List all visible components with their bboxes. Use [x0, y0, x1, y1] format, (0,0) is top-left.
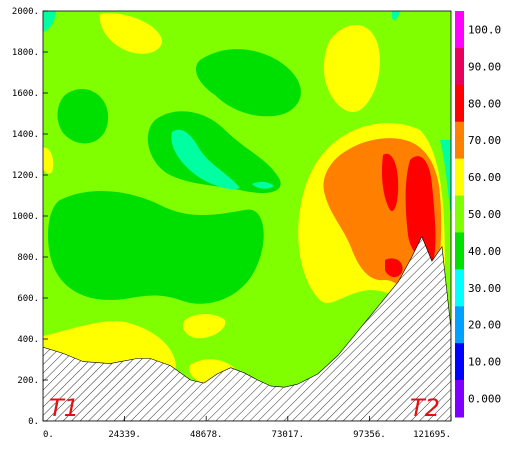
band-30-40-d [392, 11, 400, 20]
band-right-edge [426, 60, 451, 190]
colorbar-swatch [455, 84, 464, 123]
y-tick-label: 0. [28, 417, 39, 427]
band-60-70-e [183, 314, 226, 339]
terrain-hatch [43, 235, 451, 421]
colorbar-label: 80.00 [468, 97, 501, 110]
colorbar-label: 0.000 [468, 393, 501, 406]
band-40-50-a [57, 89, 109, 144]
x-tick-label: 97356. [353, 430, 386, 440]
band-40-50-b [48, 190, 264, 304]
band-40-50-d [195, 49, 301, 117]
colorbar-swatch [455, 269, 464, 307]
x-axis: 0. 24339. 48678. 73017. 97356. 121695. [42, 416, 452, 440]
colorbar-label: 10.00 [468, 356, 501, 369]
y-tick-label: 1200. [12, 171, 39, 181]
colorbar-label: 60.00 [468, 171, 501, 184]
x-tick-label: 73017. [272, 430, 305, 440]
band-right-edge-cyan [440, 140, 451, 210]
colorbar-swatch [455, 11, 464, 49]
colorbar-label: 20.00 [468, 319, 501, 332]
colorbar-swatch [455, 195, 464, 233]
colorbar-label: 50.00 [468, 208, 501, 221]
colorbar-label: 70.00 [468, 134, 501, 147]
colorbar-swatch [455, 380, 464, 418]
annotation-right: T2 [410, 394, 440, 422]
band-60-70-a [99, 13, 162, 54]
colorbar-label: 30.00 [468, 282, 501, 295]
band-80-90-c [385, 258, 403, 278]
colorbar-swatch [455, 158, 464, 197]
y-tick-label: 2000. [12, 7, 39, 17]
colorbar: 100.0 90.00 80.00 70.00 60.00 50.00 40.00 30.00… [455, 11, 501, 418]
colorbar-swatch [455, 47, 464, 86]
y-tick-label: 400. [17, 335, 39, 345]
x-tick-label: 0. [43, 430, 54, 440]
colorbar-swatch [455, 306, 464, 344]
contour-field [43, 11, 451, 421]
y-tick-label: 1800. [12, 48, 39, 58]
band-60-70-c [323, 24, 380, 112]
x-tick-label: 121695. [413, 430, 451, 440]
band-80-90-b [405, 156, 436, 265]
y-axis: 0. 200. 400. 600. 800. 1000. 1200. 1400. 1600. 18… [12, 7, 48, 427]
colorbar-swatch [455, 343, 464, 381]
annotation-left: T1 [49, 394, 79, 422]
band-30-40-a [171, 129, 240, 190]
y-tick-label: 600. [17, 294, 39, 304]
colorbar-label: 90.00 [468, 60, 501, 73]
colorbar-swatch [455, 121, 464, 160]
x-tick-label: 48678. [190, 430, 223, 440]
colorbar-swatch [455, 232, 464, 270]
x-tick-label: 24339. [108, 430, 141, 440]
y-tick-label: 1000. [12, 212, 39, 222]
y-tick-label: 800. [17, 253, 39, 263]
band-60-70-b [43, 147, 54, 174]
band-30-40-b [252, 181, 274, 189]
y-tick-label: 1600. [12, 89, 39, 99]
y-tick-label: 1400. [12, 130, 39, 140]
band-30-40-c [43, 11, 56, 32]
y-tick-label: 200. [17, 376, 39, 386]
colorbar-label: 40.00 [468, 245, 501, 258]
colorbar-label: 100.0 [468, 23, 501, 36]
band-80-90-a [381, 153, 399, 211]
